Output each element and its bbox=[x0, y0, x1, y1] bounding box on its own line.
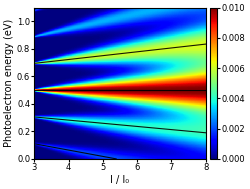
X-axis label: I / I₀: I / I₀ bbox=[110, 175, 129, 185]
Y-axis label: Photoelectron energy (eV): Photoelectron energy (eV) bbox=[4, 19, 14, 147]
